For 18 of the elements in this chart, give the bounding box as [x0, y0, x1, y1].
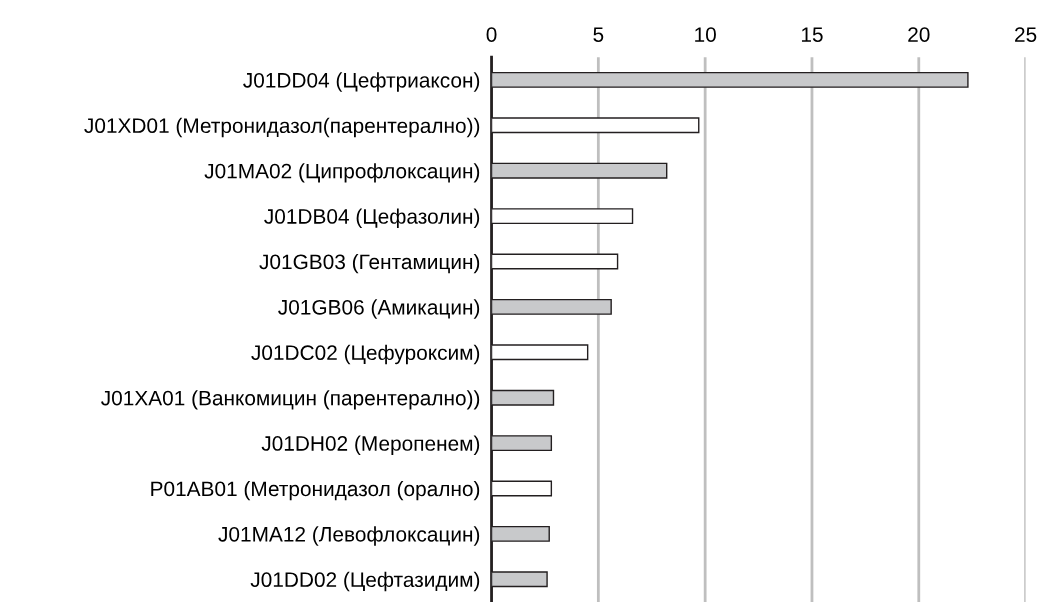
y-tick-label: J01XD01 (Метронидазол(парентерално)) [84, 117, 480, 138]
x-tick-label: 25 [1015, 27, 1037, 42]
y-tick-label: J01GB06 (Амикацин) [278, 299, 480, 319]
y-tick-label: J01GB03 (Гентамицин) [259, 253, 480, 274]
x-tick-label: 0 [486, 27, 497, 42]
y-tick-label: J01XA01 (Ванкомицин (парентерално)) [101, 390, 480, 410]
x-tick-label: 5 [593, 27, 604, 42]
y-tick-label: P01AB01 (Метронидазол (орално) [151, 480, 480, 501]
y-tick-label: J01MA02 (Ципрофлоксацин) [204, 163, 480, 183]
y-tick-label: J01MA12 (Левофлоксацин) [218, 526, 480, 546]
y-tick-label: J01DC02 (Цефуроксим) [251, 344, 480, 365]
y-tick-label: J01DD04 (Цефтриаксон) [243, 72, 480, 92]
x-tick-label: 15 [801, 27, 823, 42]
x-tick-label: 10 [695, 27, 716, 42]
y-tick-label: J01DH02 (Меропенем) [261, 435, 480, 455]
y-tick-label: J01DB04 (Цефазолин) [264, 208, 480, 228]
y-tick-label: J01DD02 (Цефтазидим) [250, 571, 480, 592]
x-tick-label: 20 [908, 27, 930, 42]
